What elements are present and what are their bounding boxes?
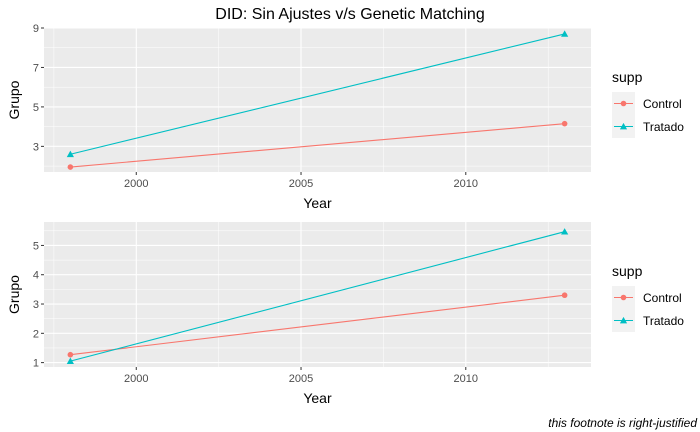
y-tick-label: 7 <box>33 62 39 74</box>
x-tick-label: 2005 <box>289 373 313 385</box>
data-point-control <box>561 120 568 127</box>
legend-title: supp <box>612 69 643 85</box>
legend-key-marker-control <box>620 294 627 301</box>
legend-key-marker-tratado <box>619 122 628 130</box>
y-axis-title: Grupo <box>6 275 22 314</box>
plot-background <box>44 222 591 367</box>
y-tick-label: 9 <box>33 23 39 35</box>
series-line-tratado <box>70 33 565 155</box>
series-line-control <box>70 294 565 356</box>
footnote: this footnote is right-justified <box>548 416 697 430</box>
y-tick-label: 3 <box>33 141 39 153</box>
y-axis-title: Grupo <box>6 80 22 119</box>
series-line-tratado <box>70 231 565 362</box>
data-point-control <box>561 292 568 299</box>
y-tick-label: 2 <box>33 328 39 340</box>
y-tick-label: 5 <box>33 240 39 252</box>
x-tick-label: 2005 <box>289 178 313 190</box>
data-point-control <box>67 164 74 170</box>
legend-label-tratado: Tratado <box>643 120 684 134</box>
legend-label-control: Control <box>643 97 682 111</box>
x-tick-label: 2000 <box>124 178 148 190</box>
data-point-tratado <box>561 30 569 37</box>
x-axis-title: Year <box>303 195 332 211</box>
x-tick-label: 2000 <box>124 373 148 385</box>
y-tick-label: 5 <box>33 102 39 114</box>
y-tick-label: 1 <box>33 358 39 370</box>
data-point-tratado <box>66 357 74 365</box>
legend-label-control: Control <box>643 291 682 305</box>
data-point-control <box>67 351 74 358</box>
series-line-control <box>70 123 565 168</box>
y-tick-label: 4 <box>33 270 39 282</box>
x-axis-title: Year <box>303 390 332 406</box>
plot-background <box>44 28 591 172</box>
x-tick-label: 2010 <box>454 373 478 385</box>
y-tick-label: 3 <box>33 299 39 311</box>
legend-key-marker-control <box>620 100 627 107</box>
legend-label-tratado: Tratado <box>643 314 684 328</box>
legend-title: supp <box>612 263 643 279</box>
data-point-tratado <box>66 150 74 158</box>
data-point-tratado <box>561 228 569 235</box>
chart-title: DID: Sin Ajustes v/s Genetic Matching <box>215 6 484 23</box>
x-tick-label: 2010 <box>454 178 478 190</box>
legend-key-marker-tratado <box>619 316 628 324</box>
